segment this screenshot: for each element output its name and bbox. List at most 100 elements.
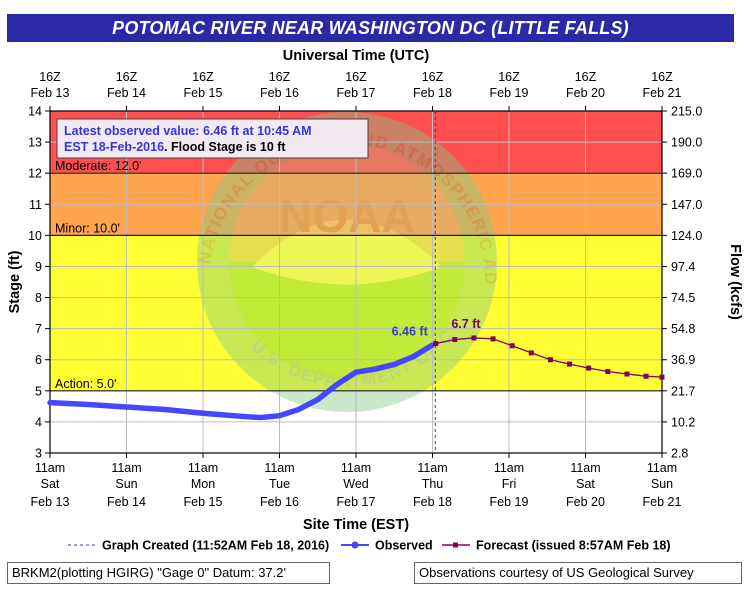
threshold-label-action: Action: 5.0' xyxy=(55,377,116,391)
x-tick-date: Feb 16 xyxy=(260,495,299,509)
y2-tick-label: 10.2 xyxy=(671,415,695,429)
legend-observed-marker xyxy=(351,541,359,549)
y2-tick-label: 97.4 xyxy=(671,260,695,274)
datum-note: BRKM2(plotting HGIRG) "Gage 0" Datum: 37… xyxy=(7,562,330,584)
observed-latest-label: 6.46 ft xyxy=(392,324,429,338)
watermark-lower-half xyxy=(229,262,465,380)
latest-value-line2: EST 18-Feb-2016. Flood Stage is 10 ft xyxy=(64,140,286,154)
forecast-point xyxy=(624,371,630,377)
x-tick-day: Sat xyxy=(576,477,595,491)
top-tick-date: Feb 13 xyxy=(31,86,70,100)
top-tick-date: Feb 17 xyxy=(337,86,376,100)
x-tick-time: 11am xyxy=(35,461,65,475)
flood-stage-note: . Flood Stage is 10 ft xyxy=(164,140,286,154)
latest-value-date: EST 18-Feb-2016 xyxy=(64,140,164,154)
forecast-point xyxy=(605,369,611,375)
x-tick-time: 11am xyxy=(417,461,447,475)
forecast-point xyxy=(659,374,665,380)
y-tick-label: 8 xyxy=(35,291,42,305)
y2-tick-label: 36.9 xyxy=(671,353,695,367)
y2-tick-label: 190.0 xyxy=(671,136,702,150)
legend-forecast-label: Forecast (issued 8:57AM Feb 18) xyxy=(476,539,671,553)
top-axis-title: Universal Time (UTC) xyxy=(283,48,430,64)
forecast-point xyxy=(452,337,458,343)
x-tick-day: Sun xyxy=(115,477,137,491)
y-tick-label: 14 xyxy=(28,105,42,119)
page-title: POTOMAC RIVER NEAR WASHINGTON DC (LITTLE… xyxy=(7,14,734,42)
top-tick-hour: 16Z xyxy=(192,70,214,84)
top-tick-date: Feb 21 xyxy=(643,86,682,100)
top-tick-hour: 16Z xyxy=(116,70,138,84)
top-tick-hour: 16Z xyxy=(651,70,673,84)
x-tick-date: Feb 14 xyxy=(107,495,146,509)
y-tick-label: 3 xyxy=(35,447,42,461)
top-tick-hour: 16Z xyxy=(345,70,367,84)
legend-observed-label: Observed xyxy=(375,539,433,553)
x-tick-date: Feb 13 xyxy=(31,495,70,509)
latest-value-line1: Latest observed value: 6.46 ft at 10:45 … xyxy=(64,124,312,138)
latest-value-box xyxy=(56,118,369,159)
y-tick-label: 10 xyxy=(28,229,42,243)
x-tick-day: Wed xyxy=(343,477,369,491)
top-tick-hour: 16Z xyxy=(422,70,444,84)
y-tick-label: 12 xyxy=(28,167,42,181)
top-tick-date: Feb 15 xyxy=(184,86,223,100)
data-courtesy-note: Observations courtesy of US Geological S… xyxy=(414,562,742,584)
y-tick-label: 5 xyxy=(35,384,42,398)
y-tick-label: 11 xyxy=(29,198,42,212)
y-tick-label: 4 xyxy=(35,415,42,429)
y-axis-title: Stage (ft) xyxy=(7,250,23,313)
x-axis-title: Site Time (EST) xyxy=(303,517,409,533)
x-tick-date: Feb 20 xyxy=(566,495,605,509)
y2-tick-label: 169.0 xyxy=(671,167,702,181)
x-tick-day: Tue xyxy=(269,477,290,491)
threshold-label-moderate: Moderate: 12.0' xyxy=(55,159,141,173)
x-tick-time: 11am xyxy=(264,461,294,475)
top-tick-date: Feb 18 xyxy=(413,86,452,100)
y2-tick-label: 21.7 xyxy=(671,384,695,398)
watermark-center-text: NOAA xyxy=(279,190,414,242)
threshold-label-minor: Minor: 10.0' xyxy=(55,221,120,235)
y-tick-label: 7 xyxy=(35,322,42,336)
top-tick-hour: 16Z xyxy=(575,70,597,84)
forecast-point xyxy=(643,373,649,379)
top-tick-hour: 16Z xyxy=(269,70,291,84)
top-tick-date: Feb 19 xyxy=(490,86,529,100)
x-tick-date: Feb 21 xyxy=(643,495,682,509)
watermark-outer-ring xyxy=(197,112,497,412)
y2-axis-title: Flow (kcfs) xyxy=(727,244,743,320)
x-tick-time: 11am xyxy=(188,461,218,475)
forecast-peak-label: 6.7 ft xyxy=(451,317,481,331)
x-tick-time: 11am xyxy=(570,461,600,475)
x-tick-day: Sat xyxy=(41,477,60,491)
x-tick-day: Sun xyxy=(651,477,673,491)
y-tick-label: 13 xyxy=(28,136,42,150)
x-tick-day: Thu xyxy=(422,477,444,491)
y-tick-label: 6 xyxy=(35,353,42,367)
x-tick-date: Feb 15 xyxy=(184,495,223,509)
forecast-point xyxy=(567,361,573,367)
y-tick-label: 9 xyxy=(35,260,42,274)
y2-tick-label: 54.8 xyxy=(671,322,695,336)
x-tick-day: Mon xyxy=(191,477,215,491)
x-tick-date: Feb 19 xyxy=(490,495,529,509)
forecast-point xyxy=(586,365,592,371)
top-tick-hour: 16Z xyxy=(39,70,61,84)
legend-graph-created-label: Graph Created (11:52AM Feb 18, 2016) xyxy=(102,539,329,553)
x-tick-day: Fri xyxy=(502,477,517,491)
x-tick-time: 11am xyxy=(647,461,677,475)
watermark-inner-disc xyxy=(229,144,465,380)
y2-tick-label: 74.5 xyxy=(671,291,695,305)
top-tick-date: Feb 16 xyxy=(260,86,299,100)
y2-tick-label: 147.0 xyxy=(671,198,702,212)
y2-tick-label: 2.8 xyxy=(671,447,688,461)
forecast-point xyxy=(433,341,439,347)
x-tick-time: 11am xyxy=(494,461,524,475)
x-tick-date: Feb 18 xyxy=(413,495,452,509)
forecast-point xyxy=(547,357,553,363)
x-tick-date: Feb 17 xyxy=(337,495,376,509)
top-tick-date: Feb 14 xyxy=(107,86,146,100)
forecast-point xyxy=(471,335,477,341)
